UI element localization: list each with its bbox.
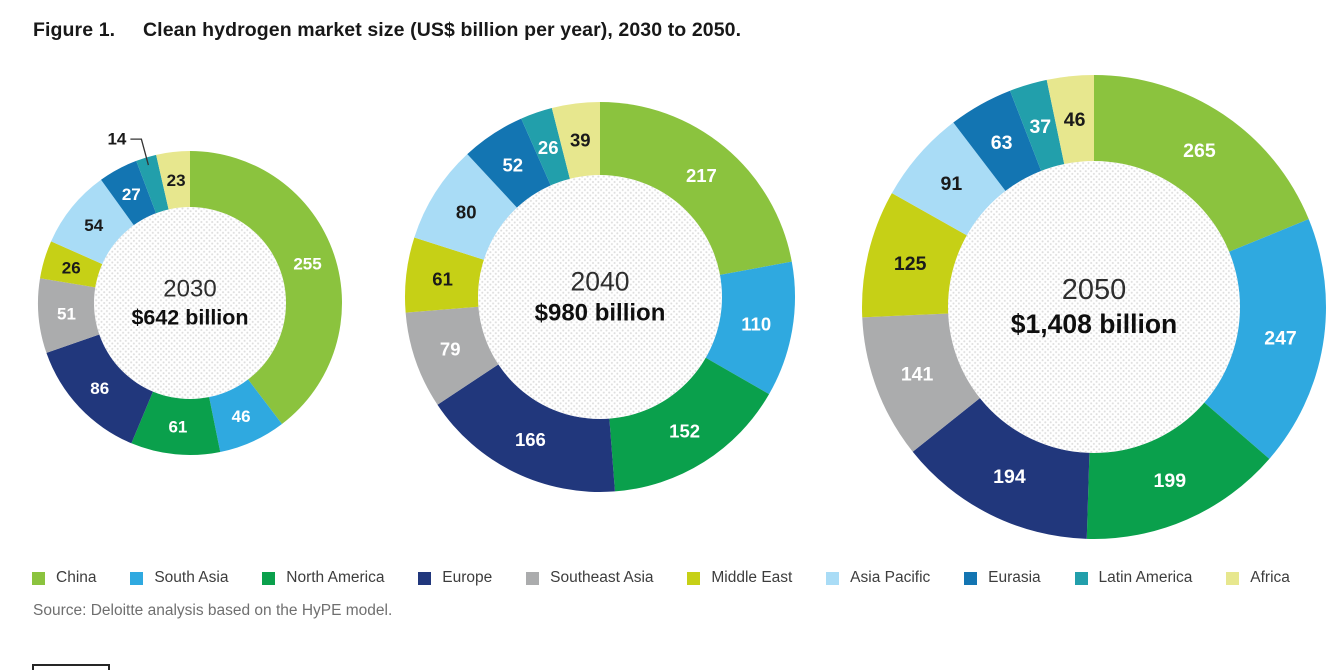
slice-value-label: 152: [669, 421, 700, 442]
legend-swatch: [130, 571, 144, 585]
slice-value-label: 199: [1154, 470, 1187, 492]
donut-svg-2050: 265 247 199 194 141 125 91 63 37 46: [861, 75, 1326, 540]
legend-swatch: [32, 571, 45, 585]
slice-value-label: 91: [941, 173, 963, 195]
slice-value-label: 26: [538, 137, 559, 158]
legend-item-asia-pacific: Asia Pacific: [826, 569, 930, 587]
figure-title-text: Clean hydrogen market size (US$ billion …: [143, 19, 742, 41]
legend-label: Southeast Asia: [550, 569, 654, 586]
slice-value-label: 79: [440, 338, 461, 359]
donut-hole-pattern: [94, 207, 286, 399]
slice-value-label: 23: [167, 171, 186, 190]
legend-label: Africa: [1250, 569, 1290, 586]
legend-label: Middle East: [711, 569, 793, 586]
slice-value-label: 51: [57, 305, 76, 324]
legend-item-south-asia: South Asia: [130, 569, 228, 587]
donut-svg-2040: 217 110 152 166 79 61 80 52 26 39: [404, 102, 796, 493]
slice-value-label: 86: [90, 379, 109, 398]
figure-title: Figure 1. Clean hydrogen market size (US$…: [33, 19, 741, 42]
legend-label: South Asia: [154, 569, 229, 586]
slice-value-label: 125: [894, 253, 927, 275]
donut-hole-pattern: [478, 175, 722, 419]
figure-number: Figure 1.: [33, 19, 116, 41]
slice-value-label: 110: [741, 313, 771, 334]
legend-label: Eurasia: [988, 569, 1041, 586]
legend-label: Europe: [442, 569, 493, 586]
slice-value-label: 63: [991, 132, 1013, 154]
slice-value-label: 217: [686, 165, 717, 186]
slice-value-label: 27: [122, 185, 141, 204]
cropped-footer-box: [32, 664, 110, 670]
legend-item-eurasia: Eurasia: [964, 569, 1041, 587]
slice-value-label: 52: [503, 154, 524, 175]
legend-item-latin-america: Latin America: [1074, 569, 1193, 587]
legend-item-middle-east: Middle East: [687, 569, 792, 587]
slice-value-label: 247: [1264, 328, 1297, 350]
slice-value-label: 141: [901, 363, 934, 385]
slice-value-label: 26: [62, 259, 81, 278]
donut-chart-2050: 265 247 199 194 141 125 91 63 37 46 2050 $1,408 b…: [855, 70, 1330, 550]
legend-item-china: China: [32, 569, 97, 587]
slice-value-label: 80: [456, 202, 477, 223]
slice-value-label: 46: [1064, 109, 1086, 131]
donut-hole-pattern: [948, 161, 1240, 453]
donut-svg-2030: 255 46 61 86 51 26 54 27 14 23: [37, 130, 343, 456]
legend-swatch: [964, 571, 978, 585]
slice-value-label: 61: [432, 268, 453, 289]
legend-label: Latin America: [1098, 569, 1193, 586]
legend-swatch: [826, 571, 840, 585]
legend-swatch: [1226, 571, 1240, 585]
legend: China South Asia North America Europe Southe…: [32, 569, 1290, 587]
slice-leader-line: [130, 138, 150, 166]
slice-value-label: 61: [168, 418, 187, 437]
legend-swatch: [687, 571, 701, 585]
legend-item-north-america: North America: [262, 569, 384, 587]
legend-swatch: [526, 571, 540, 585]
legend-item-europe: Europe: [418, 569, 492, 587]
legend-label: Asia Pacific: [850, 569, 931, 586]
slice-value-label: 39: [570, 129, 591, 150]
legend-item-southeast-asia: Southeast Asia: [526, 569, 654, 587]
legend-label: China: [56, 569, 97, 586]
slice-value-label: 46: [232, 407, 251, 426]
legend-label: North America: [286, 569, 385, 586]
slice-value-label: 255: [293, 255, 321, 274]
slice-value-label: 166: [515, 429, 546, 450]
legend-swatch: [1074, 571, 1088, 585]
source-note: Source: Deloitte analysis based on the H…: [33, 602, 393, 619]
slice-value-label: 14: [107, 130, 126, 149]
donut-chart-2030: 255 46 61 86 51 26 54 27 14 23 2030 $642 billion: [30, 110, 362, 472]
slice-value-label: 265: [1183, 140, 1216, 162]
donut-chart-2040: 217 110 152 166 79 61 80 52 26 39 2040 $980 billi…: [400, 97, 802, 503]
legend-swatch: [418, 571, 432, 585]
legend-item-africa: Africa: [1226, 569, 1290, 587]
slice-value-label: 37: [1029, 116, 1051, 138]
legend-swatch: [262, 571, 276, 585]
slice-value-label: 54: [84, 216, 103, 235]
slice-value-label: 194: [993, 466, 1026, 488]
